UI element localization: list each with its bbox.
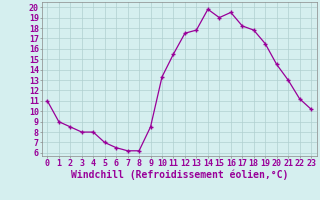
X-axis label: Windchill (Refroidissement éolien,°C): Windchill (Refroidissement éolien,°C) [70, 169, 288, 180]
